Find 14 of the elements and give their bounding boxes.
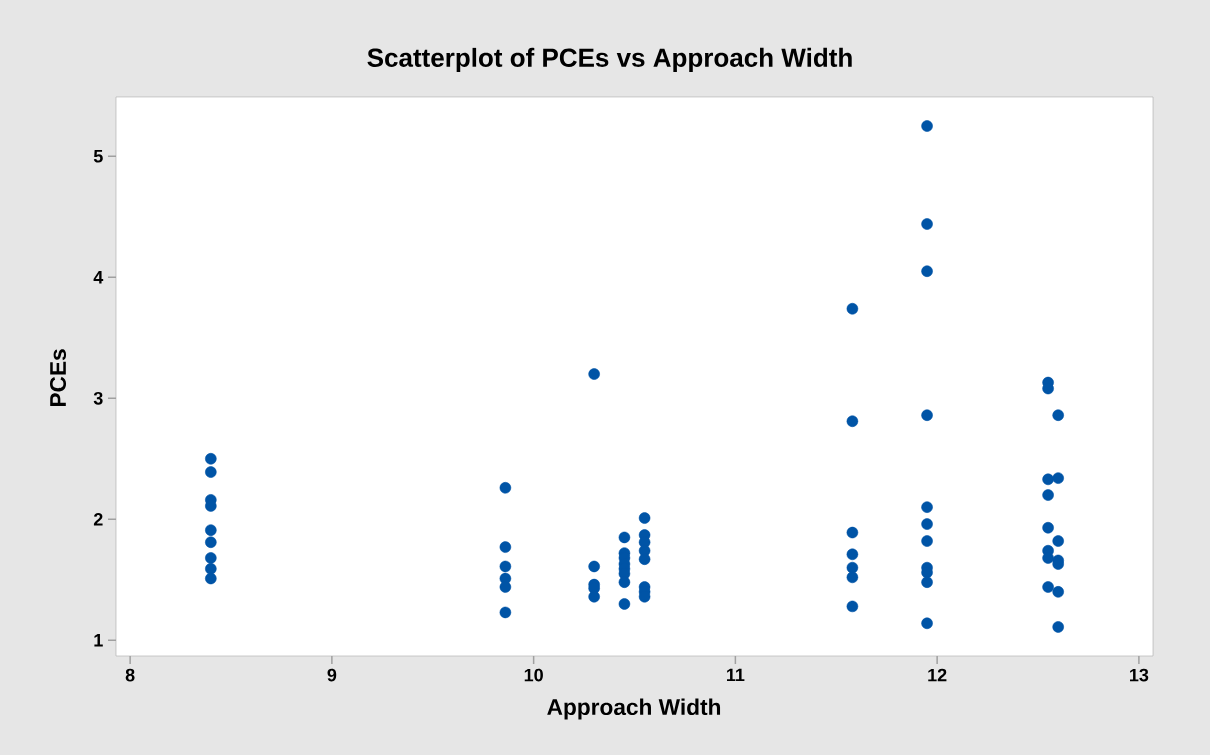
y-axis-title: PCEs — [49, 349, 67, 407]
x-tick-label: 10 — [524, 668, 543, 682]
x-axis-title: Approach Width — [547, 698, 721, 720]
y-tick-label: 2 — [93, 512, 103, 526]
y-tick-label: 4 — [93, 271, 104, 284]
chart-title: Scatterplot of PCEs vs Approach Width — [367, 47, 852, 73]
y-tick-label: 3 — [93, 391, 103, 405]
x-tick-label: 9 — [327, 668, 337, 682]
y-tick-label: 5 — [93, 150, 103, 163]
x-tick-label: 8 — [125, 668, 135, 682]
x-tick-label: 12 — [928, 668, 947, 682]
y-tick-label: 1 — [94, 634, 103, 647]
x-tick-label: 11 — [727, 668, 745, 682]
x-tick-label: 13 — [1130, 668, 1149, 682]
